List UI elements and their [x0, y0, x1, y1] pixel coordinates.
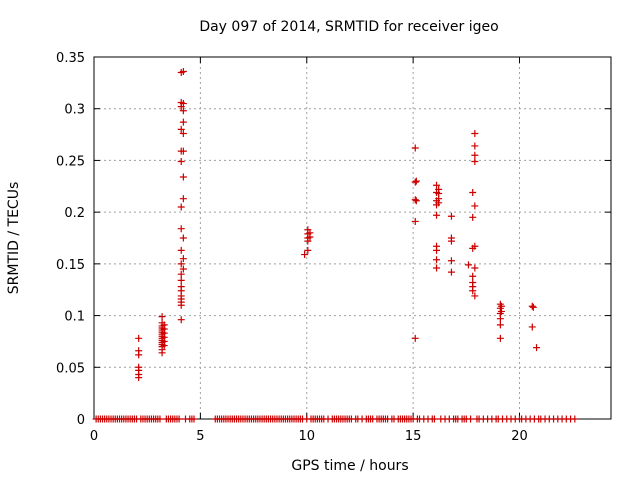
data-point: [177, 246, 185, 254]
y-tick-label: 0: [77, 413, 85, 428]
data-point: [469, 188, 477, 196]
data-point: [433, 264, 441, 272]
data-point: [177, 276, 185, 284]
data-point: [177, 203, 185, 211]
chart-title: Day 097 of 2014, SRMTID for receiver ige…: [199, 19, 498, 35]
data-point: [179, 265, 187, 273]
data-point: [177, 316, 185, 324]
data-point: [471, 264, 479, 272]
data-point: [179, 173, 187, 181]
x-tick-label: 15: [405, 429, 422, 444]
data-point: [471, 292, 479, 300]
data-point: [571, 415, 579, 423]
x-tick-label: 10: [298, 429, 315, 444]
data-point: [430, 415, 438, 423]
data-point: [433, 211, 441, 219]
data-point: [471, 151, 479, 159]
data-point: [471, 130, 479, 138]
y-tick-label: 0.05: [56, 361, 85, 376]
data-point: [179, 147, 187, 155]
data-point: [447, 237, 455, 245]
data-point: [447, 257, 455, 265]
data-point: [411, 178, 419, 186]
data-point: [160, 342, 168, 350]
data-point: [464, 261, 472, 269]
data-point: [179, 195, 187, 203]
data-point: [190, 415, 198, 423]
data-point: [177, 225, 185, 233]
data-point: [412, 197, 420, 205]
data-point: [497, 307, 505, 315]
data-point: [177, 125, 185, 133]
y-tick-label: 0.1: [64, 310, 85, 325]
y-tick-label: 0.3: [64, 103, 85, 118]
data-point: [471, 202, 479, 210]
y-tick-label: 0.15: [56, 258, 85, 273]
data-point: [179, 100, 187, 108]
x-tick-label: 20: [511, 429, 528, 444]
data-point: [158, 313, 166, 321]
data-point: [179, 67, 187, 75]
axis-ticks: 0 5 10 15 20 0 0.05 0.1 0.15 0.2 0.25 0.3 0.35: [56, 51, 611, 444]
data-point: [411, 217, 419, 225]
x-tick-label: 0: [90, 429, 98, 444]
data-point: [411, 196, 419, 204]
data-point: [304, 246, 312, 254]
data-point: [135, 374, 143, 382]
data-point: [533, 344, 541, 352]
data-point: [433, 256, 441, 264]
y-tick-label: 0.35: [56, 51, 85, 66]
x-tick-label: 5: [196, 429, 204, 444]
y-axis-label: SRMTID / TECUs: [6, 182, 22, 295]
data-point: [412, 177, 420, 185]
data-point: [179, 118, 187, 126]
data-point: [496, 321, 504, 329]
data-point: [528, 302, 536, 310]
data-point: [447, 212, 455, 220]
data-point: [411, 144, 419, 152]
data-point: [435, 199, 443, 207]
data-point: [433, 246, 441, 254]
data-point: [179, 234, 187, 242]
data-point: [469, 287, 477, 295]
data-point: [158, 349, 166, 357]
data-point: [304, 237, 312, 245]
data-point: [496, 334, 504, 342]
data-point: [467, 415, 475, 423]
data-point: [177, 301, 185, 309]
data-point: [471, 157, 479, 165]
data-points: [92, 67, 579, 423]
y-tick-label: 0.2: [64, 206, 85, 221]
data-point: [471, 142, 479, 150]
data-point: [177, 260, 185, 268]
data-point: [135, 334, 143, 342]
data-point: [156, 415, 164, 423]
data-point: [469, 213, 477, 221]
data-point: [433, 181, 441, 189]
data-point: [528, 323, 536, 331]
data-point: [529, 303, 537, 311]
data-point: [447, 268, 455, 276]
plot-frame: [93, 56, 612, 420]
data-point: [177, 157, 185, 165]
data-point: [175, 415, 183, 423]
data-point: [306, 233, 314, 241]
data-point: [179, 130, 187, 138]
grid-lines: [94, 57, 611, 419]
data-point: [469, 272, 477, 280]
data-point: [496, 315, 504, 323]
data-point: [179, 107, 187, 115]
data-point: [471, 242, 479, 250]
data-point: [301, 251, 309, 259]
y-tick-label: 0.25: [56, 154, 85, 169]
data-point: [177, 270, 185, 278]
data-point: [411, 334, 419, 342]
data-point: [135, 351, 143, 359]
data-point: [179, 255, 187, 263]
x-axis-label: GPS time / hours: [291, 458, 408, 474]
